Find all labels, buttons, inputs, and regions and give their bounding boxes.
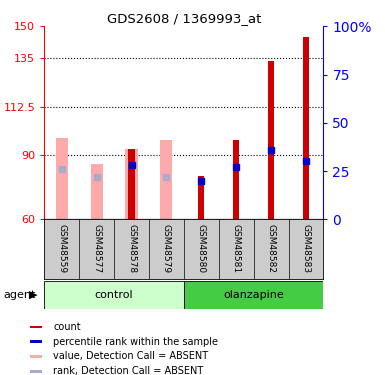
FancyBboxPatch shape: [184, 281, 323, 309]
Text: GSM48579: GSM48579: [162, 224, 171, 273]
Bar: [233, 140, 239, 219]
Text: GSM48583: GSM48583: [301, 224, 310, 273]
Bar: [198, 177, 204, 219]
Text: GSM48582: GSM48582: [266, 224, 276, 273]
Bar: [90, 164, 103, 219]
Bar: [303, 37, 309, 219]
Text: GSM48559: GSM48559: [57, 224, 66, 273]
Title: GDS2608 / 1369993_at: GDS2608 / 1369993_at: [107, 12, 261, 25]
Bar: [30, 340, 42, 343]
Text: agent: agent: [4, 290, 36, 300]
Text: rank, Detection Call = ABSENT: rank, Detection Call = ABSENT: [53, 366, 203, 375]
FancyBboxPatch shape: [44, 281, 184, 309]
Bar: [55, 138, 68, 219]
Text: value, Detection Call = ABSENT: value, Detection Call = ABSENT: [53, 351, 208, 361]
Text: GSM48578: GSM48578: [127, 224, 136, 273]
Text: olanzapine: olanzapine: [223, 290, 284, 300]
Bar: [30, 326, 42, 328]
Text: GSM48580: GSM48580: [197, 224, 206, 273]
Text: percentile rank within the sample: percentile rank within the sample: [53, 337, 218, 346]
Text: GSM48581: GSM48581: [232, 224, 241, 273]
Text: GSM48577: GSM48577: [92, 224, 101, 273]
Bar: [30, 370, 42, 372]
Text: control: control: [95, 290, 133, 300]
Bar: [126, 148, 137, 219]
Bar: [160, 140, 172, 219]
Text: ▶: ▶: [29, 290, 37, 300]
Text: count: count: [53, 322, 81, 332]
Bar: [268, 61, 274, 219]
Bar: [128, 148, 135, 219]
Bar: [30, 355, 42, 358]
